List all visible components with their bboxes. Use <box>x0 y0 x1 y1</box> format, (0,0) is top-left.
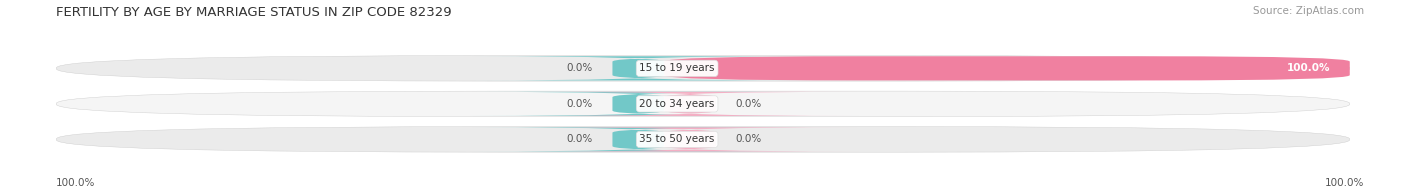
Text: 0.0%: 0.0% <box>567 99 593 109</box>
FancyBboxPatch shape <box>56 56 1350 81</box>
Text: 0.0%: 0.0% <box>567 63 593 73</box>
FancyBboxPatch shape <box>470 92 807 116</box>
Text: 100.0%: 100.0% <box>56 178 96 188</box>
Text: 35 to 50 years: 35 to 50 years <box>640 134 714 144</box>
FancyBboxPatch shape <box>56 91 1350 117</box>
FancyBboxPatch shape <box>522 92 858 116</box>
Text: 0.0%: 0.0% <box>567 134 593 144</box>
Text: 100.0%: 100.0% <box>1286 63 1330 73</box>
Text: Source: ZipAtlas.com: Source: ZipAtlas.com <box>1253 6 1364 16</box>
FancyBboxPatch shape <box>470 56 807 80</box>
Text: 0.0%: 0.0% <box>735 134 762 144</box>
FancyBboxPatch shape <box>470 127 807 152</box>
FancyBboxPatch shape <box>56 127 1350 152</box>
Text: FERTILITY BY AGE BY MARRIAGE STATUS IN ZIP CODE 82329: FERTILITY BY AGE BY MARRIAGE STATUS IN Z… <box>56 6 451 19</box>
Text: 0.0%: 0.0% <box>735 99 762 109</box>
Text: 15 to 19 years: 15 to 19 years <box>640 63 714 73</box>
Text: 100.0%: 100.0% <box>1324 178 1364 188</box>
FancyBboxPatch shape <box>522 127 858 152</box>
Text: 20 to 34 years: 20 to 34 years <box>640 99 714 109</box>
FancyBboxPatch shape <box>664 56 1350 80</box>
